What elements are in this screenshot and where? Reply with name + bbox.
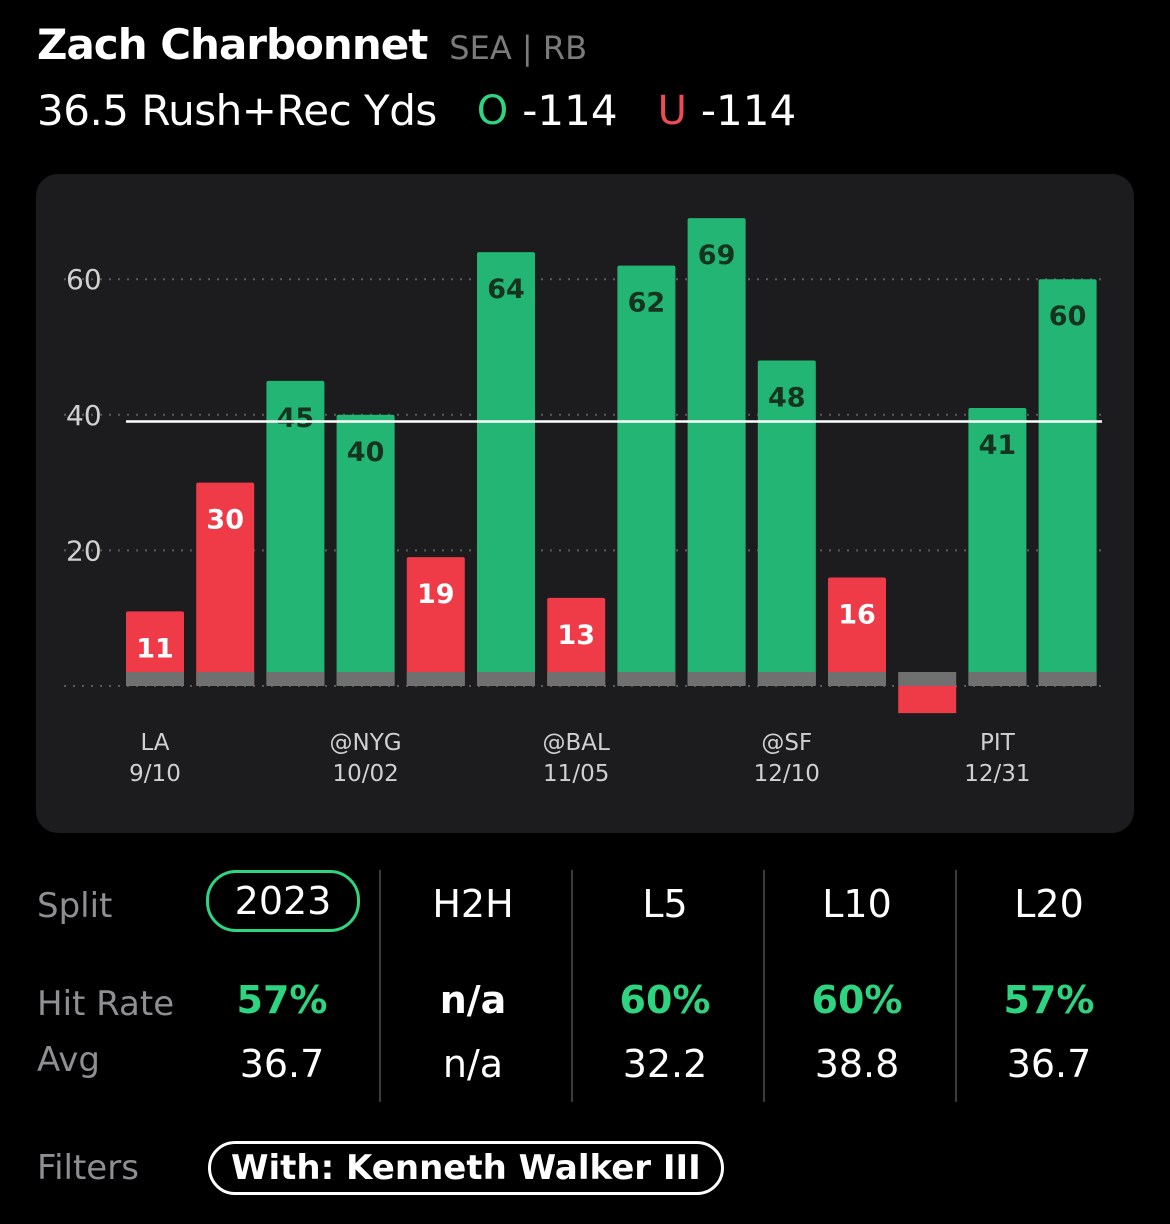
split-tab-2023[interactable]: 2023 <box>206 870 360 932</box>
bar-value-label: 48 <box>768 383 806 414</box>
bar-value-label: 45 <box>277 403 315 434</box>
bar-base <box>196 672 255 686</box>
bar <box>126 611 184 686</box>
game-log-chart: 20 40 60 11 LA 9/10 30 45 40 @NYG 10/02 19 64 13 @BAL 1… <box>36 174 1134 833</box>
bar-value-label: 64 <box>487 274 525 305</box>
hit-rate-l5: 60% <box>619 978 711 1022</box>
under-odds: -114 <box>700 86 797 135</box>
split-stats-table: Split Hit Rate Avg 2023 H2H L5 L10 L20 5… <box>0 860 1170 1110</box>
bar-value-label: 40 <box>347 437 385 468</box>
split-tab-l10[interactable]: L10 <box>822 882 892 926</box>
bar <box>266 380 325 686</box>
bar <box>898 686 957 714</box>
under-odds-group[interactable]: U -114 <box>658 86 797 135</box>
column-divider <box>763 870 765 1102</box>
bar-base <box>477 672 535 686</box>
x-tick-label: @NYG <box>330 730 402 756</box>
bar <box>336 414 395 686</box>
hit-rate-l20: 57% <box>1003 978 1095 1022</box>
bar-base <box>617 672 676 686</box>
hit-rate-2023: 57% <box>236 978 328 1022</box>
bar <box>968 408 1027 686</box>
bar-value-label: 19 <box>417 579 455 610</box>
split-tab-l5[interactable]: L5 <box>642 882 688 926</box>
bar-value-label: 62 <box>628 288 666 319</box>
prop-line-row: 36.5 Rush+Rec Yds O -114 U -114 <box>37 86 796 135</box>
bar-value-label: 69 <box>698 240 736 271</box>
avg-l20: 36.7 <box>1006 1042 1092 1086</box>
chart-svg: 20 40 60 11 LA 9/10 30 45 40 @NYG 10/02 19 64 13 @BAL 1… <box>64 218 1102 787</box>
filter-chip-kenneth-walker[interactable]: With: Kenneth Walker III <box>208 1141 724 1195</box>
bar-base <box>968 672 1027 686</box>
bar-base <box>1038 672 1097 686</box>
team-position: SEA | RB <box>449 29 588 67</box>
y-tick-label: 60 <box>66 263 102 296</box>
column-divider <box>379 870 381 1102</box>
column-divider <box>955 870 957 1102</box>
bar <box>477 252 535 686</box>
under-icon: U <box>657 87 687 134</box>
x-tick-label: @SF <box>761 730 812 756</box>
x-tick-date: 12/31 <box>964 761 1030 787</box>
bar <box>1038 279 1097 686</box>
bar-value-label: 60 <box>1049 301 1087 332</box>
bar <box>406 557 465 686</box>
split-row-label: Split <box>37 886 113 926</box>
hit-rate-row-label: Hit Rate <box>37 984 175 1024</box>
bar-value-label: 11 <box>136 633 174 664</box>
x-tick-date: 11/05 <box>543 761 609 787</box>
bar <box>196 482 255 686</box>
avg-l10: 38.8 <box>814 1042 900 1086</box>
over-odds-group[interactable]: O -114 <box>477 86 618 135</box>
prop-line: 36.5 Rush+Rec Yds <box>37 86 437 135</box>
over-icon: O <box>476 87 509 134</box>
bar <box>687 218 746 686</box>
filters-label: Filters <box>37 1148 139 1188</box>
bar <box>757 360 816 686</box>
y-tick-label: 20 <box>66 534 102 567</box>
bar-base <box>406 672 465 686</box>
avg-row-label: Avg <box>37 1040 100 1080</box>
y-tick-label: 40 <box>66 399 102 432</box>
avg-l5: 32.2 <box>622 1042 708 1086</box>
bar-base <box>898 672 957 686</box>
x-tick-label: @BAL <box>543 730 611 756</box>
bar-base <box>757 672 816 686</box>
bar <box>547 597 606 686</box>
bar <box>828 577 886 686</box>
bar-base <box>828 672 886 686</box>
over-odds: -114 <box>522 86 618 135</box>
bar-base <box>547 672 606 686</box>
avg-2023: 36.7 <box>239 1042 325 1086</box>
x-tick-label: LA <box>140 730 169 756</box>
column-divider <box>571 870 573 1102</box>
bar <box>617 265 676 686</box>
hit-rate-h2h: n/a <box>439 978 507 1022</box>
x-tick-label: PIT <box>980 730 1016 756</box>
split-tab-h2h[interactable]: H2H <box>432 882 514 926</box>
bar-base <box>687 672 746 686</box>
x-tick-date: 10/02 <box>332 761 398 787</box>
split-tab-l20[interactable]: L20 <box>1014 882 1084 926</box>
player-name: Zach Charbonnet <box>37 20 428 69</box>
header-title-row: Zach Charbonnet SEA | RB <box>37 20 587 69</box>
x-tick-date: 9/10 <box>129 761 181 787</box>
bar-value-label: 30 <box>206 505 244 536</box>
bar-value-label: 16 <box>838 600 876 631</box>
avg-h2h: n/a <box>442 1042 504 1086</box>
hit-rate-l10: 60% <box>811 978 903 1022</box>
bar-base <box>126 672 184 686</box>
x-tick-date: 12/10 <box>754 761 820 787</box>
bar-base <box>336 672 395 686</box>
bar-value-label: 13 <box>557 620 595 651</box>
bar-value-label: 41 <box>979 430 1017 461</box>
bar-base <box>266 672 325 686</box>
